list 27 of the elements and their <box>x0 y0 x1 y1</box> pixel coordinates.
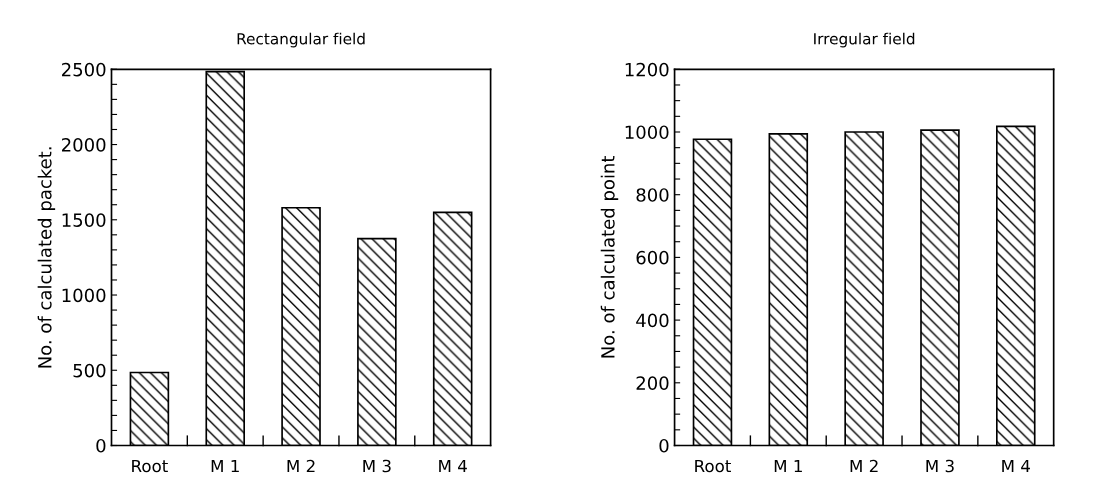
chart-title: Rectangular field <box>237 32 365 48</box>
x-tick-label: M 3 <box>363 459 391 473</box>
x-tick-label: M 1 <box>774 459 802 473</box>
x-tick-label: Root <box>695 459 731 473</box>
y-tick-label: 0 <box>659 438 669 453</box>
x-tick-label: M 2 <box>287 459 315 473</box>
y-tick-label: 1000 <box>625 125 669 140</box>
y-tick-label: 1500 <box>62 213 106 227</box>
y-tick-label: 200 <box>636 376 669 390</box>
y-tick-label: 400 <box>636 313 669 328</box>
y-tick-label: 800 <box>636 188 669 202</box>
y-tick-label: 2000 <box>62 138 106 152</box>
y-tick-label: 600 <box>636 250 669 265</box>
chart-title: Irregular field <box>814 32 915 48</box>
y-tick-label: 1200 <box>625 62 669 77</box>
x-tick-label: M 4 <box>1002 459 1030 473</box>
y-tick-label: 2500 <box>62 62 106 77</box>
y-tick-label: 1000 <box>62 288 106 303</box>
y-tick-label: 0 <box>96 438 106 453</box>
x-tick-label: M 1 <box>211 459 239 473</box>
x-tick-label: Root <box>132 459 168 473</box>
x-tick-label: M 3 <box>926 459 954 473</box>
y-axis-title: No. of calculated packet. <box>37 147 56 368</box>
x-tick-label: M 4 <box>439 459 467 473</box>
y-tick-label: 500 <box>73 363 106 378</box>
y-axis-title: No. of calculated point <box>600 155 619 358</box>
x-tick-label: M 2 <box>850 459 878 473</box>
